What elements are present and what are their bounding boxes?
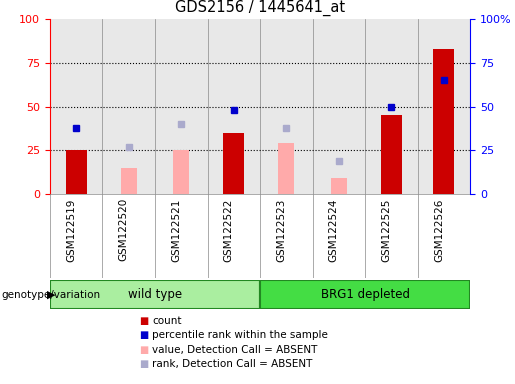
Text: GSM122519: GSM122519 (66, 198, 76, 262)
Text: percentile rank within the sample: percentile rank within the sample (152, 330, 328, 340)
Text: ■: ■ (139, 359, 148, 369)
Bar (66, 150, 87, 194)
Text: value, Detection Call = ABSENT: value, Detection Call = ABSENT (152, 345, 317, 355)
Text: GSM122523: GSM122523 (277, 198, 286, 262)
Text: ■: ■ (139, 345, 148, 355)
Text: BRG1 depleted: BRG1 depleted (321, 288, 409, 301)
Text: GSM122520: GSM122520 (119, 198, 129, 262)
Text: GSM122525: GSM122525 (382, 198, 391, 262)
Text: count: count (152, 316, 181, 326)
Bar (381, 115, 402, 194)
Bar (224, 133, 244, 194)
Title: GDS2156 / 1445641_at: GDS2156 / 1445641_at (175, 0, 345, 17)
Bar (50, 280, 260, 309)
Bar (174, 150, 189, 194)
Text: ■: ■ (139, 316, 148, 326)
Bar (279, 143, 294, 194)
Text: GSM122522: GSM122522 (224, 198, 234, 262)
Text: ■: ■ (139, 330, 148, 340)
Bar (331, 178, 347, 194)
Text: GSM122521: GSM122521 (171, 198, 181, 262)
Bar (434, 49, 454, 194)
Text: ▶: ▶ (47, 290, 56, 300)
Text: wild type: wild type (128, 288, 182, 301)
Text: rank, Detection Call = ABSENT: rank, Detection Call = ABSENT (152, 359, 312, 369)
Bar (121, 168, 136, 194)
Text: GSM122524: GSM122524 (329, 198, 339, 262)
Text: GSM122526: GSM122526 (434, 198, 444, 262)
Bar (260, 280, 470, 309)
Text: genotype/variation: genotype/variation (1, 290, 100, 300)
